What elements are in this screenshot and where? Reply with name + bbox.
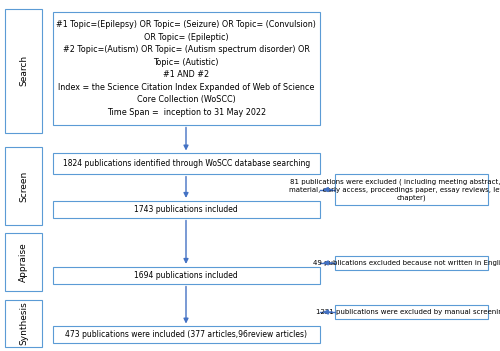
Text: Appraise: Appraise	[19, 242, 28, 282]
FancyBboxPatch shape	[52, 326, 320, 343]
Text: 49 publications excluded because not written in English: 49 publications excluded because not wri…	[313, 260, 500, 266]
FancyBboxPatch shape	[52, 12, 320, 125]
Text: Screen: Screen	[19, 170, 28, 202]
Text: 1221 publications were excluded by manual screening: 1221 publications were excluded by manua…	[316, 309, 500, 315]
Text: 473 publications were included (377 articles,96review articles): 473 publications were included (377 arti…	[65, 330, 307, 339]
Text: 1694 publications included: 1694 publications included	[134, 271, 238, 280]
Text: Synthesis: Synthesis	[19, 302, 28, 345]
Text: 81 publications were excluded ( including meeting abstract, editorial
material, : 81 publications were excluded ( includin…	[289, 178, 500, 201]
FancyBboxPatch shape	[5, 147, 43, 225]
FancyBboxPatch shape	[52, 153, 320, 174]
FancyBboxPatch shape	[5, 9, 43, 133]
FancyBboxPatch shape	[5, 300, 43, 347]
Text: #1 Topic=(Epilepsy) OR Topic= (Seizure) OR Topic= (Convulsion)
OR Topic= (Epilep: #1 Topic=(Epilepsy) OR Topic= (Seizure) …	[56, 20, 316, 117]
FancyBboxPatch shape	[335, 256, 488, 270]
FancyBboxPatch shape	[335, 174, 488, 205]
FancyBboxPatch shape	[335, 305, 488, 319]
FancyBboxPatch shape	[52, 201, 320, 218]
Text: 1743 publications included: 1743 publications included	[134, 205, 238, 214]
Text: 1824 publications identified through WoSCC database searching: 1824 publications identified through WoS…	[62, 159, 310, 168]
Text: Search: Search	[19, 55, 28, 86]
FancyBboxPatch shape	[52, 267, 320, 284]
FancyBboxPatch shape	[5, 233, 43, 291]
